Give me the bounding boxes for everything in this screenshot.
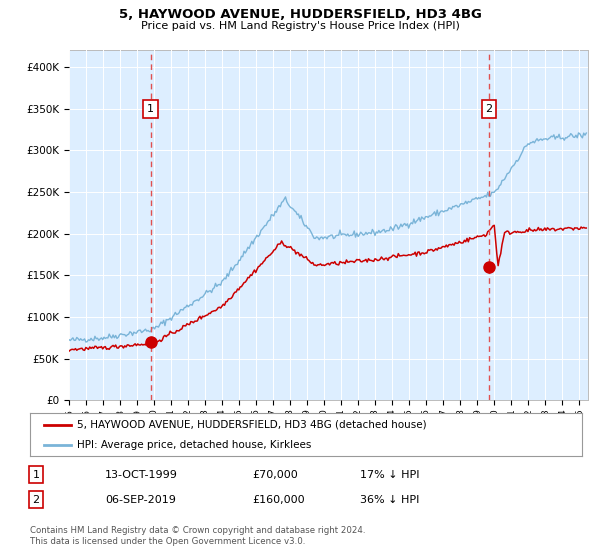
Text: 5, HAYWOOD AVENUE, HUDDERSFIELD, HD3 4BG: 5, HAYWOOD AVENUE, HUDDERSFIELD, HD3 4BG [119, 8, 481, 21]
Text: HPI: Average price, detached house, Kirklees: HPI: Average price, detached house, Kirk… [77, 440, 311, 450]
Text: Price paid vs. HM Land Registry's House Price Index (HPI): Price paid vs. HM Land Registry's House … [140, 21, 460, 31]
Text: 06-SEP-2019: 06-SEP-2019 [105, 494, 176, 505]
Text: 2: 2 [485, 104, 493, 114]
Text: 1: 1 [32, 470, 40, 480]
Text: 13-OCT-1999: 13-OCT-1999 [105, 470, 178, 480]
Text: 2: 2 [32, 494, 40, 505]
Text: 17% ↓ HPI: 17% ↓ HPI [360, 470, 419, 480]
Text: £70,000: £70,000 [252, 470, 298, 480]
Text: 1: 1 [147, 104, 154, 114]
Text: 5, HAYWOOD AVENUE, HUDDERSFIELD, HD3 4BG (detached house): 5, HAYWOOD AVENUE, HUDDERSFIELD, HD3 4BG… [77, 419, 427, 430]
Text: £160,000: £160,000 [252, 494, 305, 505]
Text: Contains HM Land Registry data © Crown copyright and database right 2024.
This d: Contains HM Land Registry data © Crown c… [30, 526, 365, 546]
Text: 36% ↓ HPI: 36% ↓ HPI [360, 494, 419, 505]
